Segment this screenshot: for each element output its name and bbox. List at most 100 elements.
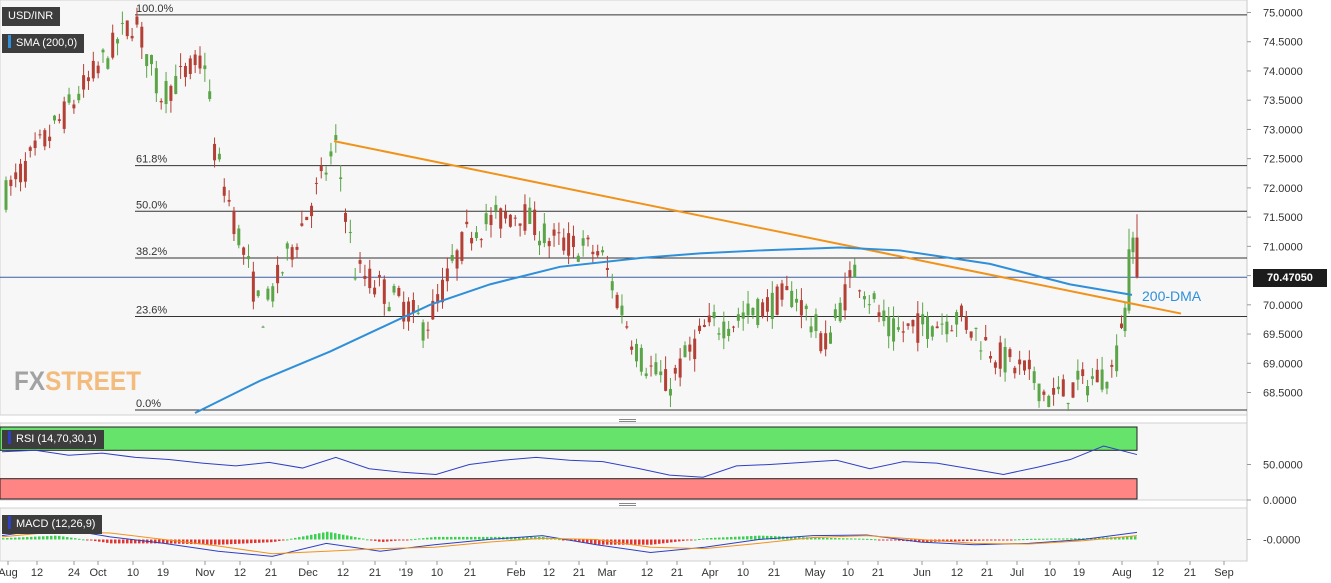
macd-histogram-bar <box>274 539 277 542</box>
macd-histogram-bar <box>974 539 977 541</box>
date-axis-label: Jul <box>1010 567 1024 579</box>
candle-body <box>305 216 309 221</box>
macd-histogram-bar <box>946 539 949 542</box>
candle-body <box>668 388 672 396</box>
macd-histogram-bar <box>374 539 377 541</box>
date-axis-label: 12 <box>641 567 653 579</box>
macd-histogram-bar <box>354 537 357 540</box>
macd-histogram-bar <box>478 536 481 540</box>
candle-body <box>9 179 13 187</box>
macd-histogram-bar <box>1126 536 1129 540</box>
macd-histogram-bar <box>430 537 433 540</box>
macd-histogram-bar <box>30 536 33 540</box>
macd-histogram-bar <box>674 539 677 542</box>
macd-histogram-bar <box>214 539 217 545</box>
macd-histogram-bar <box>1054 538 1057 540</box>
candle-body <box>436 294 440 304</box>
candles-group <box>4 7 1139 412</box>
macd-histogram-bar <box>238 539 241 544</box>
macd-histogram-bar <box>762 535 765 540</box>
macd-histogram-bar <box>1134 536 1137 540</box>
candle-body <box>1131 237 1135 253</box>
candle-body <box>1135 237 1139 278</box>
macd-histogram-bar <box>90 539 93 541</box>
candle-body <box>1052 388 1056 395</box>
date-axis-label: Aug <box>1112 567 1132 579</box>
candle-body <box>698 325 702 332</box>
rsi-axis-label: 0.0000 <box>1263 495 1297 507</box>
candle-body <box>14 172 18 180</box>
candle-body <box>678 358 682 378</box>
candle-body <box>862 296 866 300</box>
macd-histogram-bar <box>618 539 621 545</box>
macd-histogram-bar <box>1098 537 1101 540</box>
candle-body <box>285 243 289 249</box>
candle-body <box>402 301 406 322</box>
macd-histogram-bar <box>958 539 961 542</box>
macd-histogram-bar <box>518 536 521 540</box>
macd-signal-line <box>1 531 1138 555</box>
candle-body <box>727 328 731 337</box>
macd-histogram-bar <box>50 535 53 540</box>
sma-legend-swatch <box>8 35 11 48</box>
candle-body <box>1023 360 1026 371</box>
candle-body <box>339 177 343 179</box>
macd-histogram-bar <box>638 539 641 545</box>
date-axis-label: 19 <box>157 567 169 579</box>
candle-body <box>877 312 881 317</box>
fib-level-label: 23.6% <box>136 305 167 317</box>
macd-histogram-bar <box>54 535 57 540</box>
macd-histogram-bar <box>166 539 169 544</box>
candle-body <box>751 307 755 316</box>
candle-body <box>1115 345 1119 372</box>
candle-body <box>251 271 255 302</box>
macd-histogram-bar <box>442 536 445 540</box>
candle-body <box>300 223 304 226</box>
macd-histogram-bar <box>1058 538 1061 540</box>
macd-histogram-bar <box>458 536 461 540</box>
date-axis-label: Apr <box>701 567 718 579</box>
macd-histogram-bar <box>194 539 197 545</box>
candle-body <box>959 305 963 317</box>
candle-body <box>179 65 183 67</box>
macd-histogram-bar <box>850 538 853 540</box>
candle-body <box>1105 381 1109 389</box>
candle-body <box>1018 359 1022 365</box>
candle-body <box>843 284 847 311</box>
macd-histogram-bar <box>1066 538 1069 540</box>
candle-body <box>421 322 425 341</box>
pane-resize-handle[interactable] <box>619 503 636 506</box>
candle-body <box>1003 346 1007 373</box>
candle-body <box>829 332 832 344</box>
macd-histogram-bar <box>990 539 993 541</box>
candle-body <box>761 302 765 317</box>
macd-histogram-bar <box>174 539 177 544</box>
candle-body <box>707 315 711 323</box>
macd-histogram-bar <box>294 537 297 540</box>
candle-body <box>91 60 95 79</box>
descending-trendline <box>333 140 1182 315</box>
candle-body <box>222 186 226 196</box>
candle-body <box>858 290 862 292</box>
macd-histogram-bar <box>642 539 645 545</box>
candle-body <box>756 298 760 326</box>
macd-histogram-bar <box>970 539 973 541</box>
candle-body <box>38 134 42 136</box>
candle-body <box>911 319 915 327</box>
pane-resize-handle[interactable] <box>619 419 636 422</box>
macd-histogram-bar <box>794 536 797 540</box>
candle-body <box>838 302 842 322</box>
candle-body <box>169 85 173 101</box>
macd-histogram-bar <box>758 535 761 540</box>
macd-histogram-bar <box>286 539 289 541</box>
macd-histogram-bar <box>34 536 37 540</box>
candle-body <box>601 250 605 253</box>
candle-body <box>770 292 774 319</box>
macd-histogram-bar <box>18 537 21 540</box>
macd-histogram-bar <box>190 539 193 545</box>
candle-body <box>193 54 197 66</box>
date-axis-label: 10 <box>1044 567 1056 579</box>
macd-histogram-bar <box>378 539 381 542</box>
candle-body <box>804 305 808 310</box>
